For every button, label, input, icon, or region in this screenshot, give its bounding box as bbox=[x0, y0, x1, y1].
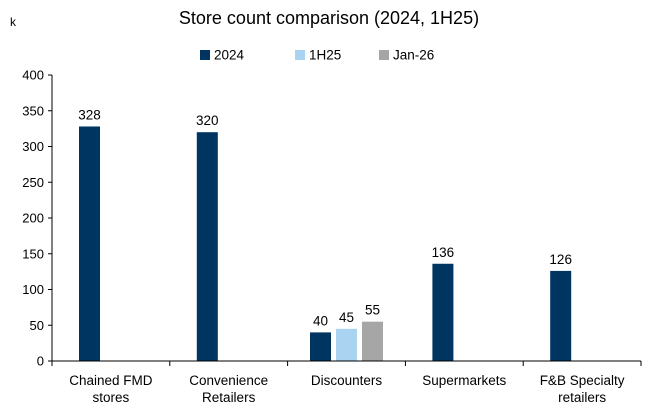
category-label: Retailers bbox=[202, 390, 256, 405]
bar-2024 bbox=[550, 270, 572, 361]
y-tick-label: 250 bbox=[22, 175, 44, 190]
legend-swatch bbox=[379, 50, 389, 60]
y-tick-label: 150 bbox=[22, 246, 44, 261]
y-axis-ticks: 0 50 100 150 200 250 300 350 400 bbox=[22, 68, 52, 369]
category-label: Supermarkets bbox=[422, 373, 506, 388]
bar-1h25 bbox=[336, 328, 357, 361]
category-label: F&B Specialty bbox=[540, 373, 625, 388]
y-axis-unit: k bbox=[10, 15, 17, 29]
y-tick-label: 200 bbox=[22, 211, 44, 226]
x-axis-ticks bbox=[51, 361, 642, 366]
y-tick-label: 50 bbox=[30, 318, 44, 333]
legend-swatch bbox=[295, 50, 305, 60]
legend-label: 2024 bbox=[214, 48, 245, 63]
y-tick-label: 0 bbox=[37, 354, 44, 369]
data-labels: 328 320 40 45 55 136 126 bbox=[78, 107, 572, 328]
y-tick-label: 100 bbox=[22, 282, 44, 297]
category-label: stores bbox=[93, 390, 130, 405]
bar-2024 bbox=[79, 126, 100, 361]
data-label: 55 bbox=[365, 303, 380, 318]
category-label: Convenience bbox=[189, 373, 268, 388]
chart-title: Store count comparison (2024, 1H25) bbox=[179, 8, 479, 28]
legend: 2024 1H25 Jan-26 bbox=[200, 48, 434, 63]
bar-jan-26 bbox=[362, 321, 383, 361]
data-label: 136 bbox=[432, 245, 455, 260]
category-labels: Chained FMD stores Convenience Retailers Dis… bbox=[69, 373, 624, 405]
bar-2024 bbox=[310, 332, 331, 361]
data-label: 45 bbox=[339, 310, 354, 325]
legend-swatch bbox=[200, 50, 210, 60]
category-label: Chained FMD bbox=[69, 373, 153, 388]
data-label: 320 bbox=[196, 113, 219, 128]
y-tick-label: 300 bbox=[22, 139, 44, 154]
data-label: 40 bbox=[313, 313, 328, 328]
y-tick-label: 350 bbox=[22, 103, 44, 118]
data-label: 126 bbox=[549, 252, 572, 267]
bars bbox=[79, 126, 572, 361]
category-label: retailers bbox=[558, 390, 606, 405]
data-label: 328 bbox=[78, 107, 101, 122]
y-tick-label: 400 bbox=[22, 68, 44, 83]
bar-2024 bbox=[196, 132, 218, 361]
category-label: Discounters bbox=[311, 373, 383, 388]
legend-label: Jan-26 bbox=[393, 48, 434, 63]
legend-label: 1H25 bbox=[309, 48, 341, 63]
bar-2024 bbox=[432, 263, 454, 361]
